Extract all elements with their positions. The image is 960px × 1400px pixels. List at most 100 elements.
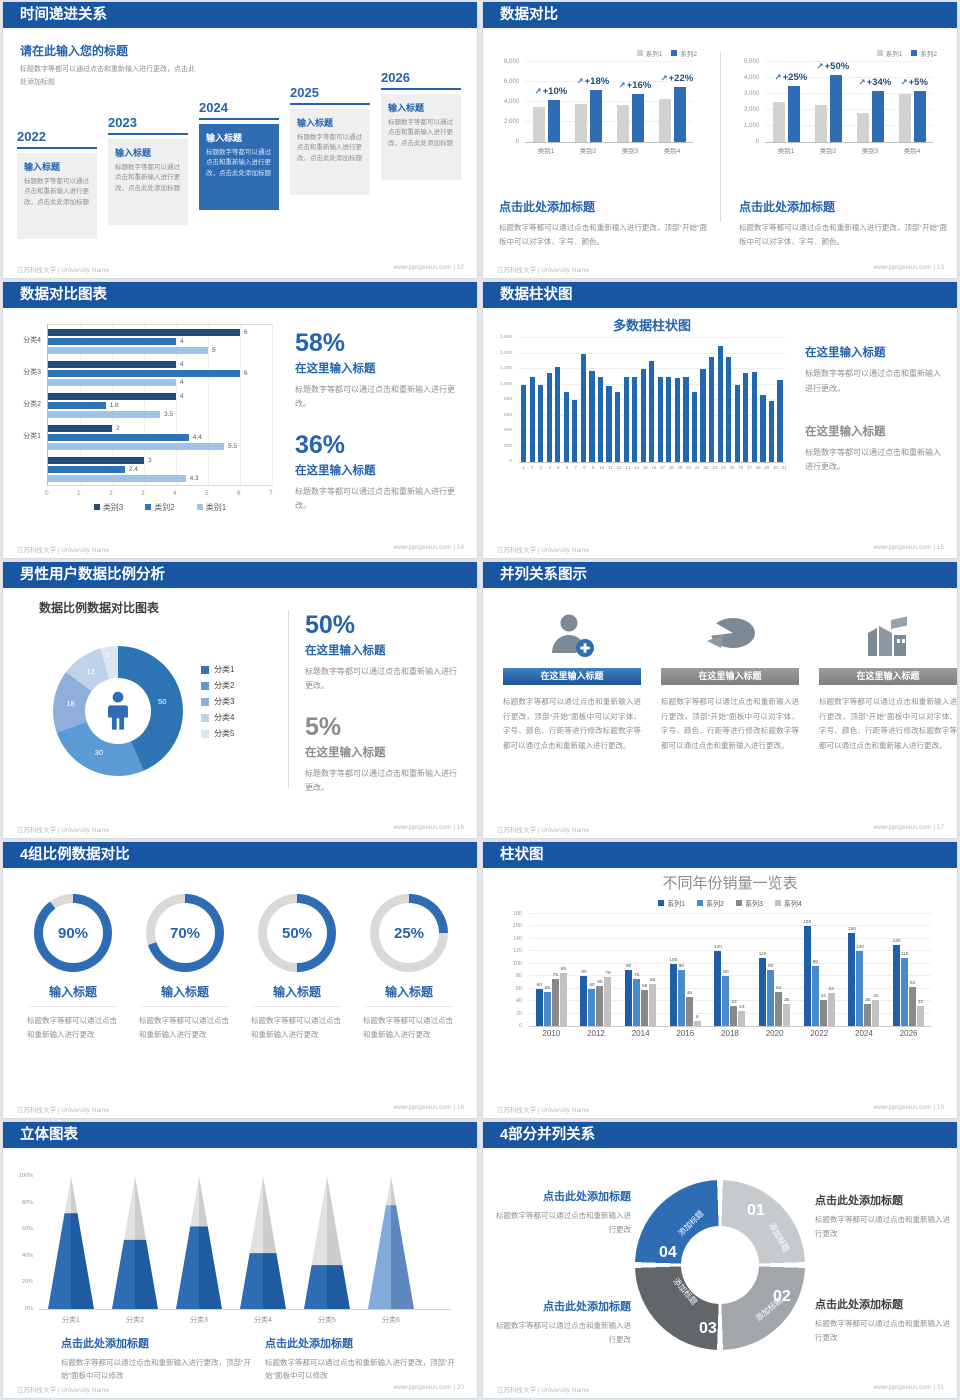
bar-value-label: 36 (783, 997, 790, 1003)
y-axis-labels: 0 200 400 600 800 1,000 1,200 1,400 1,600 (489, 335, 515, 464)
cell-7: 4组比例数据对比 90% 输入标题 标题数字等都可以通过点击和重新输入进行更改 70%… (0, 840, 480, 1120)
column-banner: 在这里输入标题 (661, 668, 799, 685)
x-tick-label: 分类2 (126, 1317, 144, 1324)
y-tick-label: 100% (18, 1173, 33, 1179)
bar-value-label: 5.5 (228, 443, 238, 451)
column-bar (709, 357, 715, 462)
legend-item: 分类3 (201, 696, 234, 707)
caption-body: 标题数字等都可以通过点击和重新输入进行更改，顶部“开始”面板中可以对字体、字号、… (499, 223, 707, 247)
column-bar (623, 376, 629, 462)
bar-wrap: 96 (811, 960, 819, 1026)
column-bar (551, 979, 559, 1026)
legend-item: 系列3 (736, 899, 763, 909)
bar-group: 110 90 54 36 (759, 952, 791, 1026)
column-bar (632, 376, 638, 462)
ring-body: 标题数字等都可以通过点击和重新输入进行更改 (27, 1016, 117, 1039)
card-body: 标题数字等都可以通过点击和重新输入进行更改，点击此处添加标题 (297, 134, 362, 162)
bar-value-label: 68 (649, 977, 656, 983)
up-arrow-icon: ↗ (534, 86, 542, 96)
x-tick-label: 3 (141, 490, 145, 497)
x-axis-labels: 类别1 类别2 类别3 类别4 (525, 145, 693, 155)
bar-wrap: 150 (848, 927, 856, 1026)
slide-timeline[interactable]: 时间递进关系 请在此输入您的标题 标题数字等都可以通过点击和重新输入进行更改，点… (3, 2, 477, 278)
slide-male-donut[interactable]: 男性用户数据比例分析 数据比例数据对比图表 50 30 18 12 5 分类1 分类2 分类… (3, 562, 477, 838)
slide-parallel-columns[interactable]: 并列关系图示 在这里输入标题 标题数字等都可以通过点击和重新输入进行更改，顶部“开… (483, 562, 957, 838)
stat-block: 在这里输入标题 标题数字等都可以通过点击和重新输入进行更改。 (805, 344, 945, 397)
column-bar (827, 993, 835, 1026)
legend-swatch (636, 50, 643, 56)
bar-wrap: 110 (901, 952, 908, 1026)
slide-hbar-compare[interactable]: 数据对比图表 6 4 5 4 6 4 4 1.8 3.5 2 4.4 5.5 3 2.4 4.3 分类4 分类3… (3, 282, 477, 558)
bar-group: ↗+25% (772, 72, 807, 142)
bar-wrap: 68 (649, 978, 657, 1026)
x-tick-label: 17 (660, 465, 665, 470)
timeline-year: 2023 (108, 115, 137, 130)
slice-value-label: 5 (105, 649, 110, 659)
up-arrow-icon: ↗ (618, 80, 626, 90)
footer-site-page: www.pptgenius.com | 18 (393, 1104, 464, 1111)
bar-value-label: 3 (148, 456, 152, 464)
bar-value-label: 4 (180, 337, 184, 345)
x-tick-label: 分类3 (190, 1317, 208, 1324)
bar-group: 160 96 42 53 (803, 920, 835, 1026)
x-tick-label: 类别1 (537, 148, 555, 155)
bar-value-label: 6 (244, 328, 248, 336)
gridline (529, 950, 931, 952)
column-bar (580, 353, 587, 462)
timeline-card: 输入标题 标题数字等都可以通过点击和重新输入进行更改，点击此处添加标题 (17, 153, 97, 239)
up-arrow-icon: ↗ (858, 76, 866, 87)
series2-bar (913, 90, 926, 142)
slide-title: 立体图表 (20, 1127, 78, 1143)
slide-title-bar: 柱状图 (483, 842, 957, 868)
slide-cone-chart[interactable]: 立体图表 100% 80% 60% 40% 20% 0% 分类1 分类2 分类3 分类4 分类5 分类… (3, 1122, 477, 1398)
slide-multi-column[interactable]: 数据柱状图 多数据柱状图 0 200 400 600 800 1,000 1,200 1,40… (483, 282, 957, 558)
x-tick-label: 类别3 (861, 148, 879, 155)
y-tick-label: 400 (503, 428, 512, 433)
slide-progress-rings[interactable]: 4组比例数据对比 90% 输入标题 标题数字等都可以通过点击和重新输入进行更改 70%… (3, 842, 477, 1118)
slide-title-bar: 时间递进关系 (3, 2, 477, 28)
x-tick-label: 分类4 (254, 1317, 272, 1324)
legend-item: 分类1 (201, 664, 234, 675)
donut-hole (681, 1226, 759, 1304)
footer-site-page: www.pptgenius.com | 15 (873, 544, 944, 551)
plot-area: 60 55 75 85 80 60 65 78 90 75 58 68 100 90 46 8 120 80 32 2… (529, 913, 931, 1027)
slide-title-bar: 4部分并列关系 (483, 1122, 957, 1148)
column-bar (521, 384, 527, 462)
plot-area: ↗+25% ↗+50% ↗+34% ↗+5% (765, 60, 933, 143)
growth-annotation: ↗+50% (816, 60, 850, 72)
legend-swatch (145, 504, 152, 510)
ring-body: 标题数字等都可以通过点击和重新输入进行更改 (363, 1016, 453, 1039)
slide-title: 男性用户数据比例分析 (20, 567, 165, 583)
slide-cycle-4-parts[interactable]: 4部分并列关系 01 添加标题 02 添加标题 03 添加标题 04 添加标题 点击此处添加标… (483, 1122, 957, 1398)
gridline (765, 77, 933, 78)
caption-heading: 点击此处添加标题 (61, 1338, 149, 1350)
x-tick-label: 10 (599, 465, 605, 470)
plot-area (519, 337, 785, 463)
cone-shape (175, 1176, 223, 1309)
bar-group: ↗+5% (898, 77, 928, 142)
plot-area: 6 4 5 4 6 4 4 1.8 3.5 2 4.4 5.5 3 2.4 4.3 (47, 324, 273, 486)
bar-chart-left: 系列1 系列2 0 2,000 4,000 6,000 8,000 ↗+10% ↗+18% ↗+1… (497, 48, 697, 158)
x-tick-label: 29 (764, 465, 770, 470)
cone-shape (239, 1176, 287, 1309)
legend-swatch (201, 729, 209, 738)
column-bar (606, 386, 612, 462)
bar-value-label: 4 (180, 360, 184, 368)
slide-yearly-sales[interactable]: 柱状图 不同年份销量一览表 系列1 系列2 系列3 系列4 0 20 40 60 80 100 1… (483, 842, 957, 1118)
person-add-icon (503, 606, 641, 664)
y-tick-label: 160 (512, 923, 522, 930)
column-bar (597, 376, 604, 462)
column-bar (856, 951, 864, 1026)
chart-title: 不同年份销量一览表 (662, 875, 798, 892)
column-bar (819, 999, 827, 1026)
cone-shape (111, 1176, 159, 1309)
parallel-column: 在这里输入标题 标题数字等都可以通过点击和重新输入进行更改，顶部“开始”面板中可以… (819, 606, 957, 754)
slide-data-compare[interactable]: 数据对比 系列1 系列2 0 2,000 4,000 6,000 8,000 ↗+10% ↗+1… (483, 2, 957, 278)
bar-value-label: 2 (116, 424, 120, 432)
bar-chart-right: 系列1 系列2 0 1,000 2,000 3,000 4,000 5,000 ↗+25% ↗+5… (737, 48, 937, 158)
footer-site-page: www.pptgenius.com | 21 (873, 1384, 944, 1391)
legend-swatch (671, 50, 678, 56)
cell-5: 男性用户数据比例分析 数据比例数据对比图表 50 30 18 12 5 分类1 分类2 分类… (0, 560, 480, 840)
bar-value-label: 60 (589, 982, 595, 988)
slice-value-label: 18 (66, 698, 75, 708)
